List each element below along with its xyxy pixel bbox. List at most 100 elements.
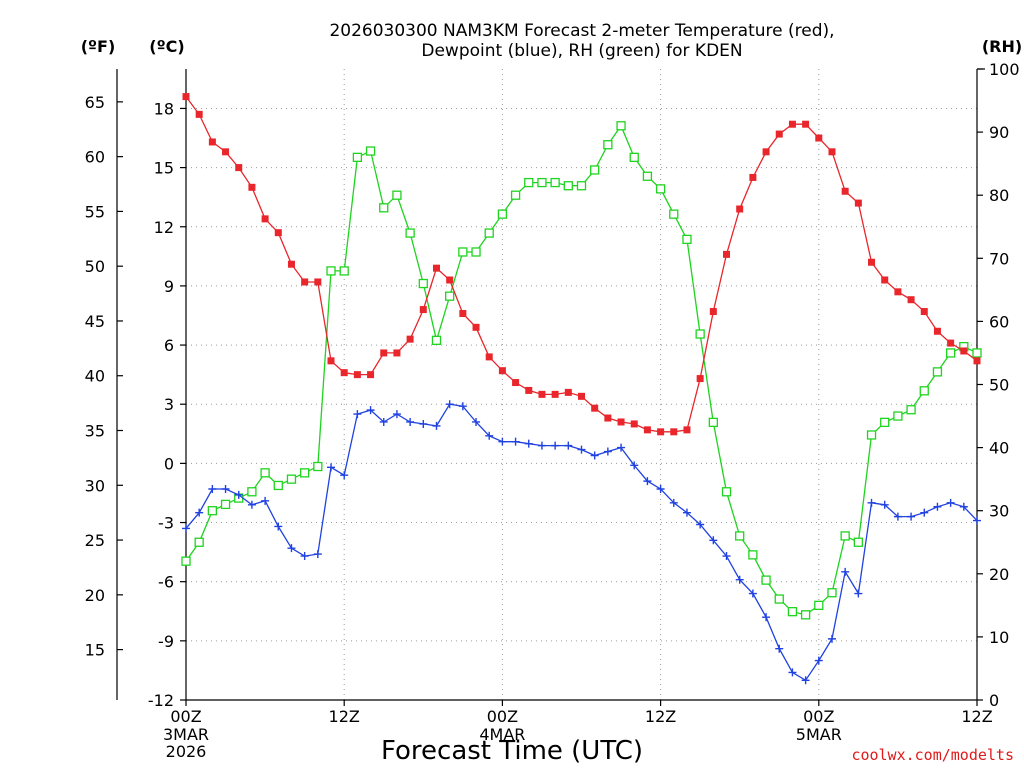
- dewpoint-point: [920, 508, 929, 517]
- dewpoint-point: [274, 522, 283, 531]
- rh-point: [458, 247, 468, 257]
- temperature-point: [578, 392, 585, 400]
- temperature-point: [933, 327, 941, 335]
- rh-point: [497, 209, 508, 219]
- rh-point: [761, 575, 771, 585]
- fahrenheit-unit-label: (ºF): [81, 37, 116, 56]
- dewpoint-point: [551, 441, 560, 450]
- temperature-point: [367, 371, 375, 379]
- temperature-point: [736, 205, 744, 213]
- rh-point: [669, 209, 679, 219]
- dewpoint-point: [379, 417, 388, 426]
- rh-tick-label: 90: [989, 123, 1009, 142]
- chart-title-line1: 2026030300 NAM3KM Forecast 2-meter Tempe…: [329, 21, 834, 41]
- rh-point: [919, 386, 929, 396]
- rh-point: [866, 430, 877, 440]
- rh-point: [603, 140, 613, 150]
- dewpoint-point: [722, 552, 731, 561]
- rh-point: [682, 234, 692, 245]
- temperature-point: [696, 375, 704, 383]
- dewpoint-point: [590, 451, 599, 460]
- gridlines: [186, 69, 977, 700]
- rh-point: [194, 537, 204, 547]
- celsius-tick-label: -3: [158, 514, 174, 533]
- x-tick-year-label: 2026: [166, 742, 207, 761]
- series-line: [185, 96, 978, 433]
- rh-point: [471, 247, 481, 257]
- temperature-point: [327, 357, 335, 365]
- rh-point: [787, 607, 798, 617]
- dewpoint-point: [617, 443, 626, 452]
- temperature-point: [538, 390, 546, 398]
- x-axis-title: Forecast Time (UTC): [381, 736, 643, 766]
- dewpoint-point: [472, 417, 481, 426]
- temperature-point: [287, 260, 295, 268]
- temperature-point: [788, 120, 796, 128]
- rh-point: [800, 610, 811, 620]
- dewpoint-point: [775, 644, 784, 653]
- rh-point: [906, 405, 916, 415]
- chart-title-line2: Dewpoint (blue), RH (green) for KDEN: [421, 41, 742, 61]
- temperature-point: [947, 339, 955, 347]
- temperature-point: [512, 379, 520, 387]
- dewpoint-point: [814, 656, 823, 665]
- fahrenheit-tick-label: 50: [85, 257, 105, 276]
- temperature-point: [828, 148, 836, 156]
- temperature-point: [657, 428, 665, 436]
- rh-point: [326, 266, 336, 276]
- dewpoint-point: [564, 441, 573, 450]
- rh-point: [814, 600, 824, 610]
- rh-point: [313, 461, 323, 472]
- fahrenheit-tick-label: 30: [85, 476, 105, 495]
- dewpoint-point: [195, 508, 204, 517]
- temperature-point: [195, 110, 203, 118]
- rh-point: [273, 480, 283, 491]
- dewpoint-point: [656, 485, 665, 494]
- celsius-tick-label: 9: [164, 277, 174, 296]
- x-tick-label: 00Z: [803, 707, 834, 726]
- dewpoint-point: [247, 500, 256, 509]
- temperature-point: [643, 426, 651, 434]
- temperature-point: [762, 148, 770, 156]
- dewpoint-point: [880, 500, 889, 509]
- dewpoint-point: [933, 502, 942, 511]
- fahrenheit-tick-label: 15: [85, 641, 105, 660]
- temperature-point: [248, 183, 256, 191]
- dewpoint-point: [603, 447, 612, 456]
- rh-point: [247, 487, 257, 497]
- dewpoint-point: [537, 441, 546, 450]
- rh-tick-label: 60: [989, 312, 1009, 331]
- temperature-point: [815, 134, 823, 142]
- rh-point: [827, 588, 837, 598]
- rh-point: [563, 181, 573, 191]
- dewpoint-point: [511, 437, 520, 446]
- rh-point: [537, 177, 547, 188]
- temperature-point: [775, 130, 783, 138]
- temperature-point: [314, 278, 322, 286]
- dewpoint-point: [221, 485, 230, 494]
- rh-point: [853, 537, 863, 547]
- series-dewpoint: [182, 400, 981, 685]
- rh-point: [379, 203, 389, 213]
- dewpoint-point: [234, 490, 243, 499]
- x-tick-date-label: 4MAR: [479, 725, 525, 744]
- temperature-point: [630, 420, 638, 428]
- dewpoint-point: [946, 498, 955, 507]
- dewpoint-point: [353, 410, 362, 419]
- dewpoint-point: [208, 485, 217, 494]
- temperature-point: [459, 310, 467, 318]
- celsius-tick-label: -6: [158, 573, 174, 592]
- celsius-tick-label: -9: [158, 632, 174, 651]
- temperature-point: [841, 187, 849, 195]
- temperature-point: [564, 388, 572, 396]
- dewpoint-point: [827, 634, 836, 643]
- dewpoint-point: [748, 589, 757, 598]
- rh-point: [207, 506, 218, 516]
- temperature-point: [208, 138, 216, 146]
- temperature-point: [446, 276, 454, 284]
- dewpoint-point: [327, 463, 336, 472]
- dewpoint-point: [696, 520, 705, 529]
- temperature-point: [683, 426, 691, 434]
- dewpoint-point: [867, 498, 876, 507]
- temperature-point: [353, 371, 361, 379]
